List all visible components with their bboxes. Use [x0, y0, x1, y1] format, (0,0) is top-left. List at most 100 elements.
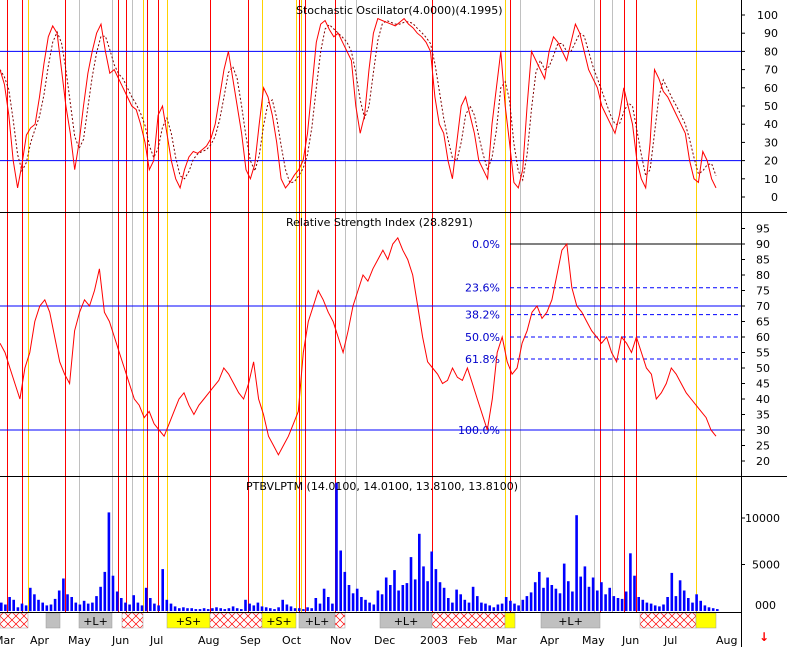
x-tick-label: Jun: [621, 634, 639, 647]
volume-bar: [380, 594, 384, 611]
volume-bar: [306, 607, 309, 611]
volume-bar: [190, 608, 193, 611]
volume-bar: [335, 482, 338, 611]
volume-bar: [115, 591, 119, 611]
volume-bar: [281, 599, 284, 611]
y-tick-label: 95: [756, 223, 770, 236]
volume-bar: [678, 580, 682, 611]
fib-label: 23.6%: [465, 282, 500, 295]
volume-bar: [37, 599, 40, 611]
volume-bar: [591, 577, 595, 611]
volume-bar: [103, 571, 107, 611]
y-tick-label: 35: [756, 409, 770, 422]
volume-bar: [277, 607, 280, 611]
volume-bar: [144, 587, 148, 612]
volume-bar: [384, 577, 388, 611]
volume-bar: [33, 594, 36, 611]
y-tick-label: 0: [771, 191, 778, 204]
y-tick-label: 65: [756, 316, 770, 329]
volume-bar: [492, 607, 496, 611]
volume-bar: [567, 581, 570, 611]
volume-bar: [343, 571, 347, 611]
volume-bar: [529, 592, 533, 611]
signal-segment: [334, 612, 346, 629]
volume-bar: [389, 585, 392, 611]
stochastic-panel: 0 10 20 30 40 50 60 70 80 90 100 Stochastic Oscilla…: [0, 4, 778, 204]
volume-bar: [653, 605, 657, 611]
volume-bar: [695, 594, 698, 611]
volume-bar: [447, 598, 450, 611]
fib-label: 61.8%: [465, 353, 500, 366]
volume-bar: [16, 607, 20, 611]
series-line-rsi: [0, 236, 717, 456]
volume-bar: [360, 597, 363, 611]
x-tick-label: May: [582, 634, 605, 647]
volume-bar: [8, 597, 11, 611]
volume-bar: [682, 590, 686, 611]
volume-bar: [132, 595, 135, 611]
volume-bar: [70, 597, 73, 611]
volume-bar: [533, 582, 537, 611]
x-tick-label: 2003: [420, 634, 448, 647]
volume-bar: [662, 604, 665, 611]
signal-segment: [639, 612, 697, 629]
volume-bar: [99, 586, 102, 611]
volume-bar: [198, 609, 202, 611]
volume-bar: [409, 557, 413, 611]
y-tick-label: 100: [757, 9, 778, 22]
volume-bar: [571, 591, 574, 611]
volume-bar: [41, 602, 44, 611]
volume-bar: [546, 577, 549, 611]
scroll-arrow-icon[interactable]: ↓: [758, 630, 769, 644]
volume-bar: [351, 593, 355, 611]
volume-bar: [558, 593, 562, 611]
panel-title: PTBVLPTM (14.0100, 14.0100, 13.8100, 13.…: [246, 480, 518, 493]
volume-bar: [24, 605, 28, 611]
volume-bar: [57, 590, 61, 611]
volume-bar: [716, 609, 719, 611]
volume-bar: [459, 594, 462, 611]
x-tick-label: Feb: [458, 634, 477, 647]
volume-bar: [252, 605, 256, 611]
volume-bar: [256, 602, 260, 611]
volume-bar: [318, 603, 322, 611]
volume-bar: [149, 598, 152, 611]
volume-bar: [633, 575, 636, 611]
volume-bar: [521, 599, 525, 611]
volume-bar: [211, 608, 214, 611]
volume-bar: [707, 607, 711, 611]
volume-bar: [165, 599, 169, 611]
volume-bar: [240, 609, 243, 611]
volume-bar: [62, 578, 65, 611]
volume-bar: [111, 575, 115, 611]
volume-bar: [140, 605, 144, 611]
volume-bar: [687, 598, 690, 611]
volume-bar: [136, 602, 140, 611]
volume-bar: [169, 603, 173, 611]
x-tick-label: Apr: [540, 634, 560, 647]
volume-bar: [496, 604, 500, 611]
volume-bar: [711, 608, 715, 611]
volume-bar: [293, 608, 297, 611]
y-tick-label: 75: [756, 285, 770, 298]
x-tick-label: May: [68, 634, 91, 647]
volume-bar: [624, 591, 628, 611]
volume-bar: [509, 600, 512, 611]
volume-bar: [45, 605, 49, 611]
x-tick-label: Dec: [374, 634, 395, 647]
volume-bar: [418, 533, 421, 611]
volume-bar: [476, 596, 479, 611]
volume-bar: [480, 602, 483, 611]
volume-bar: [314, 598, 318, 611]
volume-bar: [583, 566, 587, 611]
y-tick-label: 40: [756, 393, 770, 406]
x-tick-label: Aug: [198, 634, 219, 647]
volume-bar: [649, 603, 653, 611]
volume-bar: [645, 602, 649, 611]
volume-bar: [413, 579, 417, 611]
y-tick-label: 40: [764, 118, 778, 131]
y-tick-label: 20: [764, 155, 778, 168]
volume-bar: [91, 602, 94, 611]
volume-bar: [463, 599, 467, 611]
